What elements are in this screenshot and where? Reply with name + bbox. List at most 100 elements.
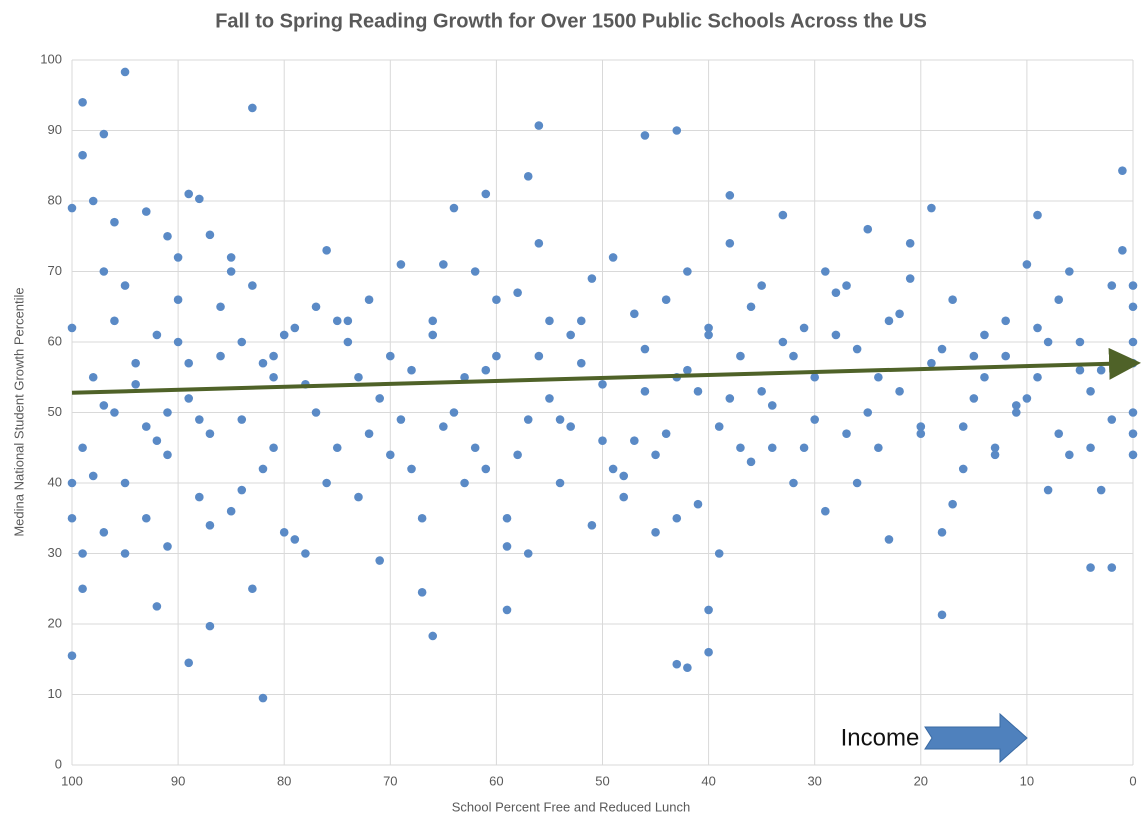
point	[1096, 365, 1106, 375]
point	[1086, 443, 1095, 453]
point	[1086, 387, 1095, 396]
x-tick-label: 0	[1129, 773, 1136, 788]
point	[258, 464, 268, 474]
point	[173, 253, 183, 262]
point	[1128, 281, 1138, 290]
point	[279, 528, 289, 537]
point	[693, 387, 703, 396]
point	[576, 316, 586, 326]
point	[311, 302, 321, 312]
point	[778, 210, 788, 220]
point	[1022, 394, 1032, 403]
point	[852, 478, 862, 488]
point	[343, 316, 353, 326]
point	[958, 422, 968, 431]
point	[927, 203, 936, 213]
point	[78, 549, 87, 558]
x-tick-label: 40	[701, 773, 715, 788]
point	[120, 281, 130, 290]
point	[948, 295, 957, 305]
point	[1075, 337, 1085, 347]
y-tick-label: 60	[48, 333, 62, 348]
point	[895, 309, 904, 319]
x-tick-label: 90	[171, 773, 185, 788]
point	[163, 542, 172, 551]
point	[884, 316, 894, 326]
point	[99, 129, 109, 139]
point	[587, 274, 597, 283]
point	[1128, 429, 1138, 438]
point	[205, 521, 215, 530]
point	[407, 365, 416, 375]
point	[704, 330, 713, 340]
point	[640, 344, 650, 354]
point	[237, 337, 247, 347]
point	[1107, 415, 1117, 424]
point	[449, 408, 459, 417]
point	[248, 103, 257, 113]
point	[375, 394, 384, 403]
point	[237, 415, 247, 424]
point	[141, 513, 151, 523]
point	[661, 429, 671, 438]
point	[67, 513, 77, 523]
annotation: Income	[841, 724, 920, 751]
point	[269, 443, 278, 453]
x-tick-label: 100	[61, 773, 83, 788]
point	[598, 380, 607, 389]
point	[88, 471, 98, 481]
point	[513, 450, 522, 460]
point	[396, 415, 406, 424]
point	[1011, 401, 1021, 410]
point	[120, 478, 130, 488]
point	[1118, 166, 1127, 175]
point	[640, 131, 650, 140]
point	[322, 246, 331, 255]
point	[396, 260, 406, 269]
point	[120, 549, 130, 558]
point	[545, 394, 554, 403]
x-tick-label: 50	[595, 773, 609, 788]
x-tick-label: 70	[383, 773, 397, 788]
point	[757, 281, 766, 290]
y-tick-label: 90	[48, 122, 62, 137]
point	[990, 450, 1000, 460]
point	[1096, 485, 1106, 495]
point	[184, 358, 194, 368]
point	[1043, 337, 1053, 347]
point	[428, 631, 438, 641]
point	[1128, 450, 1138, 460]
point	[513, 288, 522, 297]
point	[1128, 337, 1138, 347]
trend-line	[71, 347, 1141, 395]
point	[523, 172, 533, 181]
point	[322, 478, 331, 488]
y-tick-label: 50	[48, 404, 62, 419]
point	[226, 506, 236, 516]
point	[78, 98, 87, 107]
point	[714, 549, 724, 558]
point	[99, 528, 109, 537]
point	[969, 351, 979, 361]
point	[502, 513, 512, 523]
point	[1001, 316, 1010, 326]
point	[226, 267, 236, 276]
point	[110, 408, 119, 417]
y-tick-label: 0	[55, 756, 62, 771]
point	[78, 584, 87, 594]
point	[332, 443, 342, 453]
point	[195, 415, 204, 424]
y-tick-label: 100	[40, 51, 62, 66]
point	[78, 443, 87, 453]
point	[863, 408, 873, 417]
point	[386, 351, 395, 361]
point	[683, 663, 692, 673]
point	[1075, 365, 1085, 375]
chart-title: Fall to Spring Reading Growth for Over 1…	[215, 10, 927, 32]
point	[661, 295, 671, 305]
point	[311, 408, 321, 417]
point	[386, 450, 395, 460]
point	[481, 189, 491, 199]
point	[88, 372, 98, 382]
point	[608, 253, 618, 262]
